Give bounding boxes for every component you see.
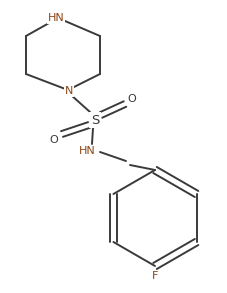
Text: HN: HN <box>48 13 64 23</box>
Text: O: O <box>50 135 58 145</box>
Text: F: F <box>152 271 158 281</box>
Text: HN: HN <box>79 146 95 156</box>
Text: N: N <box>65 86 73 96</box>
Text: O: O <box>128 94 136 104</box>
Text: S: S <box>91 113 99 127</box>
